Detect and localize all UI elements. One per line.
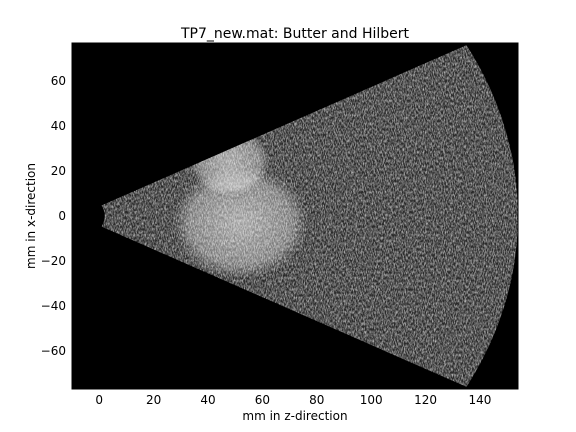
speckle-arc — [292, 121, 323, 311]
y-tick-label: 0 — [58, 209, 66, 223]
x-tick-label: 140 — [468, 393, 491, 407]
x-tick-label: 0 — [95, 393, 103, 407]
speckle-arc — [331, 104, 366, 328]
speckle-arc — [131, 191, 140, 241]
bright-region — [172, 166, 309, 279]
speckle-arc — [361, 90, 401, 342]
speckle-arc — [285, 124, 314, 308]
speckle-arc — [377, 83, 418, 349]
y-tick-label: 20 — [51, 164, 66, 178]
speckle-arc — [338, 100, 375, 332]
y-tick-label: −20 — [41, 254, 66, 268]
speckle-arc — [108, 202, 114, 230]
speckle-arc — [407, 70, 453, 362]
speckle-arc — [423, 63, 471, 369]
x-tick-label: 120 — [414, 393, 437, 407]
x-tick-label: 40 — [200, 393, 215, 407]
y-axis-label: mm in x-direction — [24, 163, 38, 269]
speckle-arc — [308, 114, 340, 318]
speckle-arc — [154, 181, 166, 251]
y-tick-label: 40 — [51, 119, 66, 133]
x-tick-label: 20 — [146, 393, 161, 407]
x-axis-label: mm in z-direction — [242, 409, 347, 423]
speckle-arc — [315, 110, 349, 322]
x-tick-label: 80 — [309, 393, 324, 407]
speckle-arc — [446, 53, 497, 379]
chart-title: TP7_new.mat: Butter and Hilbert — [180, 26, 410, 42]
speckle-arc — [346, 97, 383, 335]
speckle-arc — [369, 87, 410, 345]
speckle-arc — [415, 67, 462, 365]
y-tick-label: −40 — [41, 299, 66, 313]
speckle-arc — [139, 188, 149, 244]
speckle-arc — [115, 198, 122, 234]
speckle-arc — [461, 46, 514, 386]
speckle-arc — [354, 94, 392, 338]
y-tick-label: −60 — [41, 344, 66, 358]
speckle-arc — [384, 80, 427, 352]
x-tick-label: 60 — [255, 393, 270, 407]
y-axis: −60 −40 −20 0 20 40 60 — [41, 74, 76, 358]
speckle-arc — [392, 77, 436, 355]
speckle-arc — [169, 175, 183, 257]
speckle-arc — [177, 171, 192, 261]
speckle-arc — [123, 195, 131, 237]
x-axis: 0 20 40 60 80 100 120 140 — [95, 385, 491, 407]
speckle-arc — [323, 107, 357, 325]
y-tick-label: 60 — [51, 74, 66, 88]
speckle-arc — [300, 117, 331, 315]
speckle-arc — [430, 60, 479, 372]
speckle-arc — [400, 73, 444, 359]
x-tick-label: 100 — [360, 393, 383, 407]
speckle-arc — [454, 50, 505, 382]
